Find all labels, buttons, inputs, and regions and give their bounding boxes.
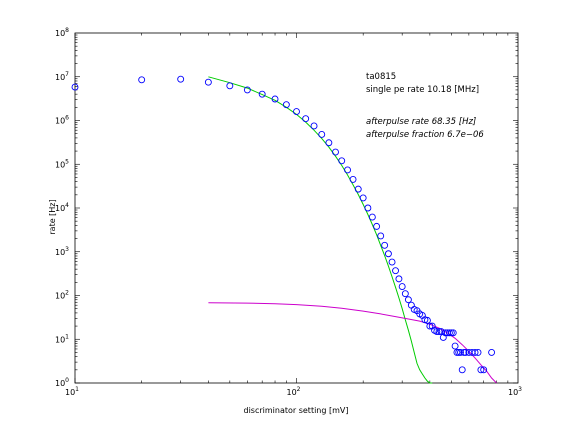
data-point	[398, 283, 406, 291]
annotation-run-id: ta0815	[366, 72, 396, 82]
data-point	[364, 204, 372, 212]
y-tick-label: 107	[55, 71, 69, 82]
data-point	[325, 139, 333, 147]
data-point	[318, 130, 326, 138]
x-tick-label: 103	[508, 386, 522, 397]
y-tick-label: 108	[55, 27, 69, 38]
y-tick-label: 100	[55, 377, 69, 388]
data-point	[445, 329, 453, 337]
data-point	[384, 250, 392, 258]
y-tick-label: 104	[55, 202, 69, 213]
data-point	[423, 316, 431, 324]
data-point	[226, 82, 234, 90]
y-axis-label: rate [Hz]	[48, 199, 57, 234]
data-point	[439, 333, 447, 341]
y-tick-label: 103	[55, 246, 69, 257]
data-point	[138, 76, 146, 84]
data-point	[458, 366, 466, 374]
data-point	[71, 83, 79, 91]
x-axis-label: discriminator setting [mV]	[243, 406, 348, 415]
x-tick-label: 102	[286, 386, 300, 397]
data-point	[310, 122, 318, 130]
data-point	[449, 329, 457, 337]
data-point	[451, 342, 459, 350]
fit-line-green	[208, 76, 433, 384]
data-point	[455, 348, 463, 356]
data-point	[349, 175, 357, 183]
data-point	[258, 90, 266, 98]
data-point	[282, 101, 290, 109]
y-tick-label: 102	[55, 290, 69, 301]
annotation-afterpulse-fraction: afterpulse fraction 6.7e−06	[366, 130, 484, 140]
data-point	[437, 328, 445, 335]
data-point	[338, 157, 346, 165]
data-point	[435, 328, 443, 335]
data-point	[388, 258, 396, 266]
data-point	[177, 75, 185, 83]
data-point	[477, 366, 485, 374]
y-tick-label: 105	[55, 158, 69, 169]
data-point	[471, 348, 479, 356]
data-point	[368, 213, 376, 221]
data-point	[453, 348, 461, 356]
data-point	[488, 348, 496, 356]
x-tick-label: 101	[65, 386, 79, 397]
y-tick-label: 101	[55, 333, 69, 344]
data-point	[359, 194, 367, 202]
data-point	[243, 86, 251, 94]
data-point	[332, 148, 339, 156]
data-point	[204, 78, 212, 86]
data-point	[457, 348, 464, 356]
data-point	[426, 322, 434, 330]
data-point	[293, 108, 300, 116]
data-point	[474, 348, 482, 356]
data-point	[433, 328, 441, 335]
plot-area	[71, 75, 497, 384]
data-point	[354, 185, 362, 193]
data-point	[373, 222, 381, 230]
data-point	[404, 296, 412, 304]
annotation-block: ta0815 single pe rate 10.18 [MHz] afterp…	[366, 72, 484, 140]
annotation-single-pe-rate: single pe rate 10.18 [MHz]	[366, 85, 479, 95]
data-point	[344, 166, 351, 174]
data-point	[392, 267, 399, 275]
data-point	[302, 115, 310, 123]
data-point	[395, 275, 403, 283]
annotation-afterpulse-rate: afterpulse rate 68.35 [Hz]	[366, 117, 476, 127]
y-tick-label: 106	[55, 115, 69, 126]
data-point	[381, 241, 389, 249]
data-point	[377, 232, 385, 240]
data-point	[447, 329, 455, 337]
data-point	[480, 366, 488, 374]
data-point	[401, 290, 409, 298]
data-point	[271, 95, 279, 103]
data-point	[428, 322, 436, 330]
axes-frame	[74, 32, 519, 384]
